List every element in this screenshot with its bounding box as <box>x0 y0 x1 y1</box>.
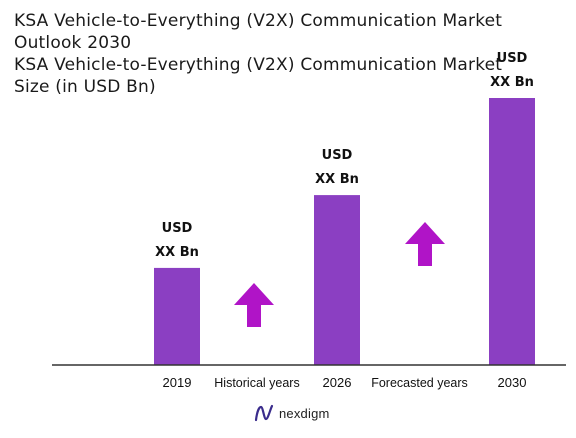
bar-2019 <box>154 267 200 365</box>
x-tick-label: 2026 <box>323 375 352 390</box>
nexdigm-logo-icon <box>254 404 274 422</box>
x-tick-label: 2030 <box>498 375 527 390</box>
brand-name: nexdigm <box>279 405 330 421</box>
chart-titles: KSA Vehicle-to-Everything (V2X) Communic… <box>14 10 534 98</box>
bars-layer <box>154 98 535 365</box>
bar-value-label: USD <box>497 51 528 66</box>
bar-2026 <box>314 195 360 365</box>
chart-title: KSA Vehicle-to-Everything (V2X) Communic… <box>14 11 503 53</box>
period-label: Forecasted years <box>371 376 468 390</box>
arrows-layer <box>234 222 445 327</box>
bar-value-label: USD <box>162 221 193 236</box>
bar-value-label: XX Bn <box>155 245 199 260</box>
growth-arrow-icon <box>234 283 274 327</box>
bar-value-label: XX Bn <box>315 172 359 187</box>
bar-2030 <box>489 98 535 365</box>
chart-subtitle: KSA Vehicle-to-Everything (V2X) Communic… <box>14 55 503 97</box>
labels-layer: USD XX Bn 2019 USD XX Bn 2026 USD XX Bn 2030 Hist… <box>155 51 534 390</box>
x-tick-label: 2019 <box>163 375 192 390</box>
growth-arrow-icon <box>405 222 445 266</box>
bar-value-label: XX Bn <box>490 75 534 90</box>
bar-value-label: USD <box>322 148 353 163</box>
period-label: Historical years <box>214 376 299 390</box>
brand-footer: nexdigm <box>254 404 330 422</box>
